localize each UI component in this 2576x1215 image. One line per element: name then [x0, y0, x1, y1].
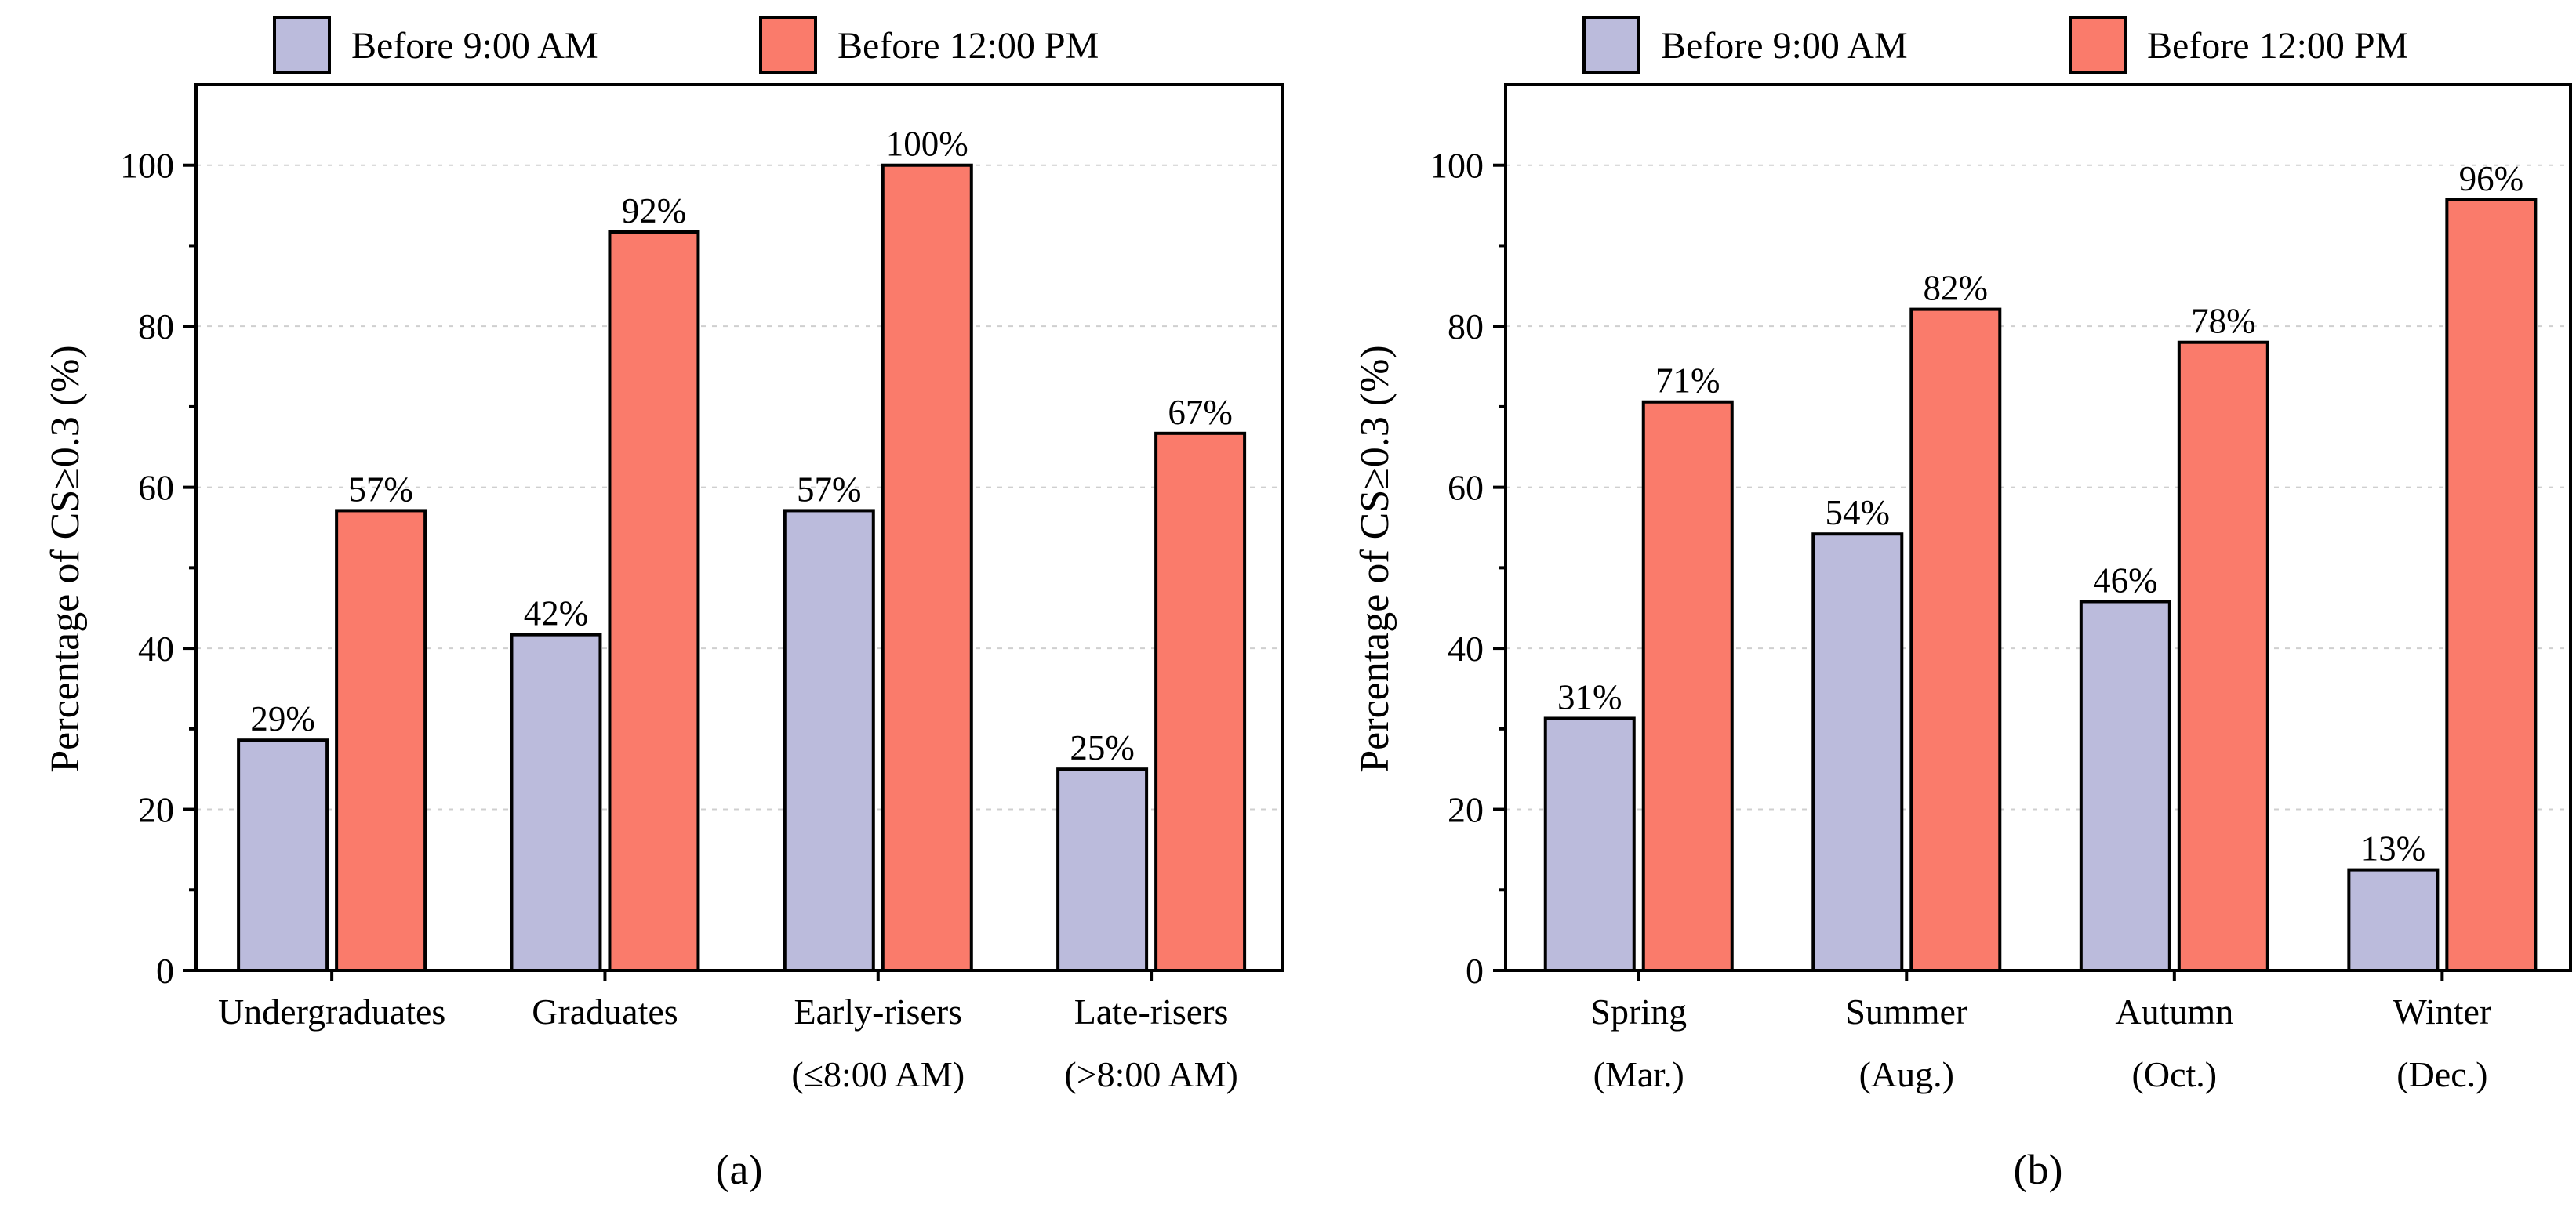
x-category-label: Undergraduates [218, 992, 445, 1032]
legend-swatch [1582, 16, 1640, 74]
chart-panel-a: 29% 42% 57% 25% 57% 92% 100% 67% 0 20 40 60 80 100 Und… [43, 16, 1284, 1193]
bar-before-12pm-2 [881, 163, 973, 972]
x-category-label: (Dec.) [2396, 1054, 2487, 1094]
plot-frame [194, 83, 1284, 972]
y-tick-label: 80 [1448, 306, 1484, 346]
y-tick-label: 100 [120, 146, 174, 186]
bar-before-9am-2 [2079, 600, 2171, 972]
data-label: 82% [1924, 269, 1989, 308]
legend-swatch [759, 16, 817, 74]
legend-label: Before 9:00 AM [351, 25, 598, 67]
data-label: 42% [524, 594, 589, 633]
x-category-label: Winter [2393, 992, 2491, 1032]
data-label: 46% [2093, 561, 2158, 600]
bar-before-9am-2 [783, 509, 875, 972]
legend-label: Before 12:00 PM [837, 25, 1099, 67]
bar-before-9am-0 [237, 738, 329, 972]
y-axis-title: Percentage of CS≥0.3 (%) [1353, 345, 1397, 773]
bar-before-9am-1 [510, 633, 602, 972]
chart-panel-b: 31% 54% 46% 13% 71% 82% 78% 96% 0 20 40 60 80 100 Spri… [1353, 16, 2572, 1193]
bar-before-12pm-1 [608, 230, 700, 972]
legend: Before 9:00 AM Before 12:00 PM [273, 16, 1099, 74]
y-tick-label: 20 [138, 790, 174, 830]
x-category-label: (Mar.) [1593, 1054, 1684, 1094]
data-label: 54% [1826, 493, 1891, 532]
legend: Before 9:00 AM Before 12:00 PM [1582, 16, 2408, 74]
plot-frame [1504, 83, 2572, 972]
bar-before-9am-0 [1543, 716, 1636, 972]
bar-before-12pm-1 [1909, 307, 2002, 973]
y-tick-label: 60 [1448, 468, 1484, 508]
data-label: 13% [2361, 829, 2426, 869]
legend-swatch [2069, 16, 2127, 74]
y-tick-label: 80 [138, 306, 174, 346]
bar-before-12pm-0 [335, 509, 427, 972]
data-label: 67% [1168, 393, 1233, 432]
bar-before-12pm-0 [1641, 400, 1734, 972]
panel-label: (a) [716, 1146, 763, 1193]
bar-before-9am-3 [1056, 767, 1149, 972]
y-tick-label: 40 [138, 629, 174, 669]
data-label: 31% [1557, 677, 1622, 716]
y-tick-label: 40 [1448, 629, 1484, 669]
bar-before-9am-3 [2347, 868, 2440, 973]
data-label: 100% [886, 125, 968, 164]
bar-before-12pm-3 [2445, 198, 2538, 972]
legend-label: Before 12:00 PM [2147, 25, 2408, 67]
data-label: 96% [2459, 159, 2524, 198]
bar-before-9am-1 [1811, 532, 1904, 972]
data-label: 57% [797, 470, 862, 509]
y-tick-label: 20 [1448, 790, 1484, 830]
data-label: 29% [250, 699, 315, 738]
data-label: 25% [1070, 728, 1135, 767]
panel-label: (b) [2014, 1146, 2063, 1193]
x-category-label: (Oct.) [2132, 1054, 2218, 1094]
y-axis-title: Percentage of CS≥0.3 (%) [43, 345, 88, 773]
x-category-label: Graduates [532, 992, 678, 1032]
y-tick-label: 100 [1430, 146, 1484, 186]
y-tick-label: 0 [1466, 951, 1484, 991]
y-tick-label: 0 [156, 951, 174, 991]
x-category-label: (≤8:00 AM) [791, 1054, 965, 1094]
bar-before-12pm-2 [2177, 340, 2269, 972]
legend-label: Before 9:00 AM [1661, 25, 1908, 67]
data-label: 57% [348, 470, 413, 509]
y-tick-label: 60 [138, 468, 174, 508]
x-category-label: Autumn [2115, 992, 2233, 1032]
data-label: 71% [1655, 361, 1720, 401]
x-category-label: Spring [1590, 992, 1687, 1032]
data-label: 78% [2191, 302, 2256, 341]
data-label: 92% [622, 191, 687, 230]
legend-swatch [273, 16, 331, 74]
bar-before-12pm-3 [1154, 431, 1247, 972]
x-category-label: Early-risers [794, 992, 962, 1032]
x-category-label: (Aug.) [1859, 1054, 1954, 1094]
x-category-label: (>8:00 AM) [1064, 1054, 1237, 1094]
x-category-label: Summer [1845, 992, 1967, 1032]
x-category-label: Late-risers [1074, 992, 1229, 1032]
